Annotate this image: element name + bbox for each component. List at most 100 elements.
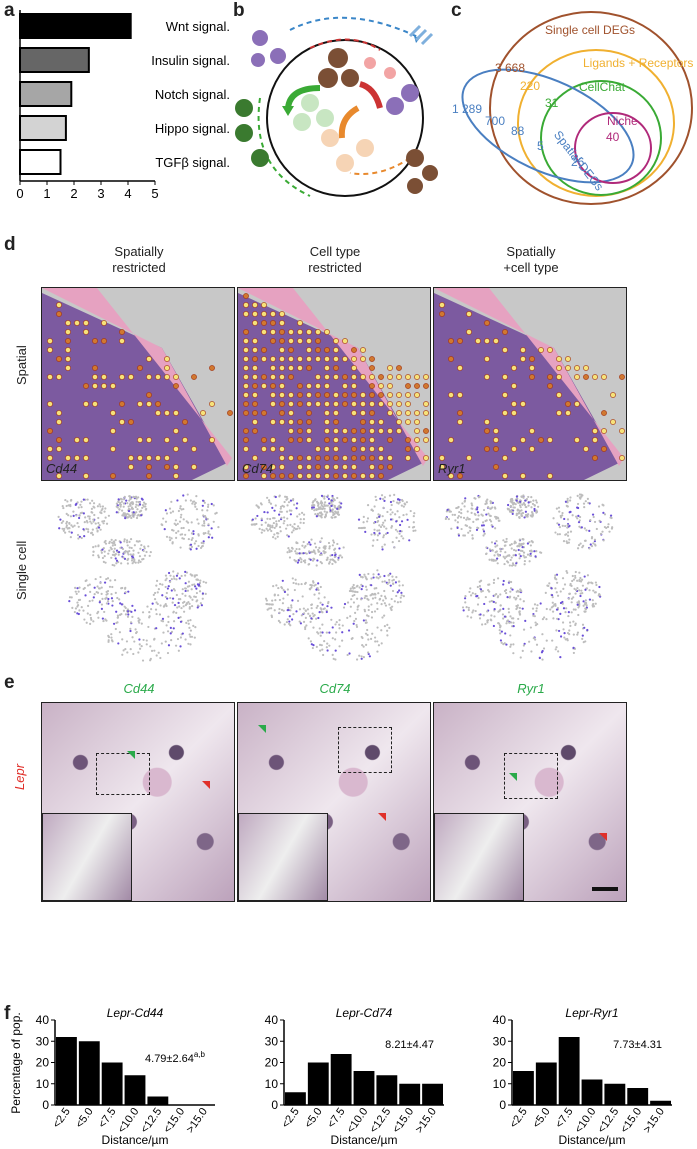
cell-point [179, 505, 182, 508]
expression-spot [324, 446, 330, 452]
cell-point [583, 506, 586, 509]
cell-point [131, 513, 134, 517]
cell-point [413, 525, 416, 529]
expression-spot [538, 347, 544, 353]
cell-point [536, 604, 539, 607]
cell-point [178, 577, 181, 580]
cell-point [283, 500, 286, 504]
expression-spot [288, 356, 294, 362]
expression-spot [65, 329, 71, 335]
expression-spot [252, 347, 258, 353]
cell-point [469, 587, 472, 590]
cell-point [105, 602, 108, 605]
cell-point [319, 506, 322, 509]
scale-bar [592, 887, 618, 891]
cell-point [126, 562, 129, 565]
cell-point [68, 596, 72, 599]
cell-point [138, 638, 141, 641]
cell-point [149, 645, 152, 648]
cell-point [139, 547, 142, 550]
cell-point [76, 587, 79, 590]
expression-spot [565, 365, 571, 371]
cell-point [97, 516, 100, 520]
cell-point [190, 545, 194, 548]
cellchat-ellipse [540, 80, 662, 196]
cell-point [405, 501, 409, 504]
cell-point [584, 539, 587, 542]
cell-point [74, 586, 77, 589]
cell-point [486, 619, 490, 622]
cell-point [546, 584, 549, 587]
cell-point [279, 510, 282, 513]
cell-point [274, 495, 277, 499]
cell-point [313, 613, 316, 617]
cell-point [328, 562, 331, 565]
cell-point [97, 521, 100, 525]
cell-point [175, 578, 178, 581]
cell-point [366, 504, 370, 507]
expression-spot [315, 338, 321, 344]
cell-point [369, 637, 373, 641]
cell-point [509, 587, 513, 590]
expression-spot [306, 437, 312, 443]
cell-point [557, 650, 560, 653]
cell-point [325, 504, 328, 507]
cell-point [101, 597, 104, 601]
cell-point [463, 534, 467, 537]
cell-point [142, 505, 146, 508]
venn-num-700: 700 [485, 114, 506, 128]
y-tick-label-2-2: 20 [493, 1056, 507, 1070]
cell-point [350, 598, 353, 601]
cell-point [77, 590, 80, 593]
expression-spot [243, 410, 249, 416]
cell-point [567, 614, 570, 618]
cell-point [137, 496, 140, 499]
cell-point [91, 528, 94, 531]
expression-spot [387, 455, 393, 461]
cell-point [465, 606, 468, 609]
cell-point [122, 649, 125, 652]
cell-point [578, 579, 582, 582]
cell-point [323, 495, 326, 498]
cell-point [341, 624, 344, 627]
cell-point [302, 559, 305, 563]
cell-point [551, 610, 555, 613]
cell-point [492, 581, 495, 584]
ihc-image-cd74 [237, 702, 431, 902]
expression-spot [56, 437, 62, 443]
y-tick-label-0-4: 40 [36, 1013, 50, 1027]
cell-point [170, 500, 173, 503]
cell-point [62, 520, 65, 523]
cell-point [314, 513, 317, 516]
expression-spot [556, 392, 562, 398]
cell-point [531, 540, 534, 543]
cell-point [277, 519, 281, 523]
expression-spot [306, 419, 312, 425]
y-tick-label-0-2: 20 [36, 1056, 50, 1070]
cell-point [171, 601, 174, 604]
cell-point [296, 502, 299, 505]
cell-point [112, 542, 115, 545]
expression-spot [448, 338, 454, 344]
expression-spot [396, 392, 402, 398]
cell-point [563, 517, 566, 521]
cell-point [184, 587, 187, 590]
histogram-bar-1-2 [330, 1054, 352, 1105]
cell-point [370, 508, 373, 512]
expression-spot [279, 419, 285, 425]
expression-spot [182, 419, 188, 425]
cell-point [469, 526, 472, 530]
cell-point [611, 526, 614, 529]
cell-point [399, 600, 402, 603]
cell-point [189, 643, 192, 646]
cell-point [342, 546, 345, 549]
cell-point [193, 636, 196, 639]
cell-point [568, 592, 571, 595]
cell-point [147, 545, 150, 548]
cell-point [123, 587, 127, 590]
y-tick-label-1-0: 0 [271, 1098, 278, 1112]
expression-spot [146, 437, 152, 443]
cell-point [400, 504, 403, 507]
expression-spot [583, 365, 589, 371]
cell-point [137, 540, 140, 543]
